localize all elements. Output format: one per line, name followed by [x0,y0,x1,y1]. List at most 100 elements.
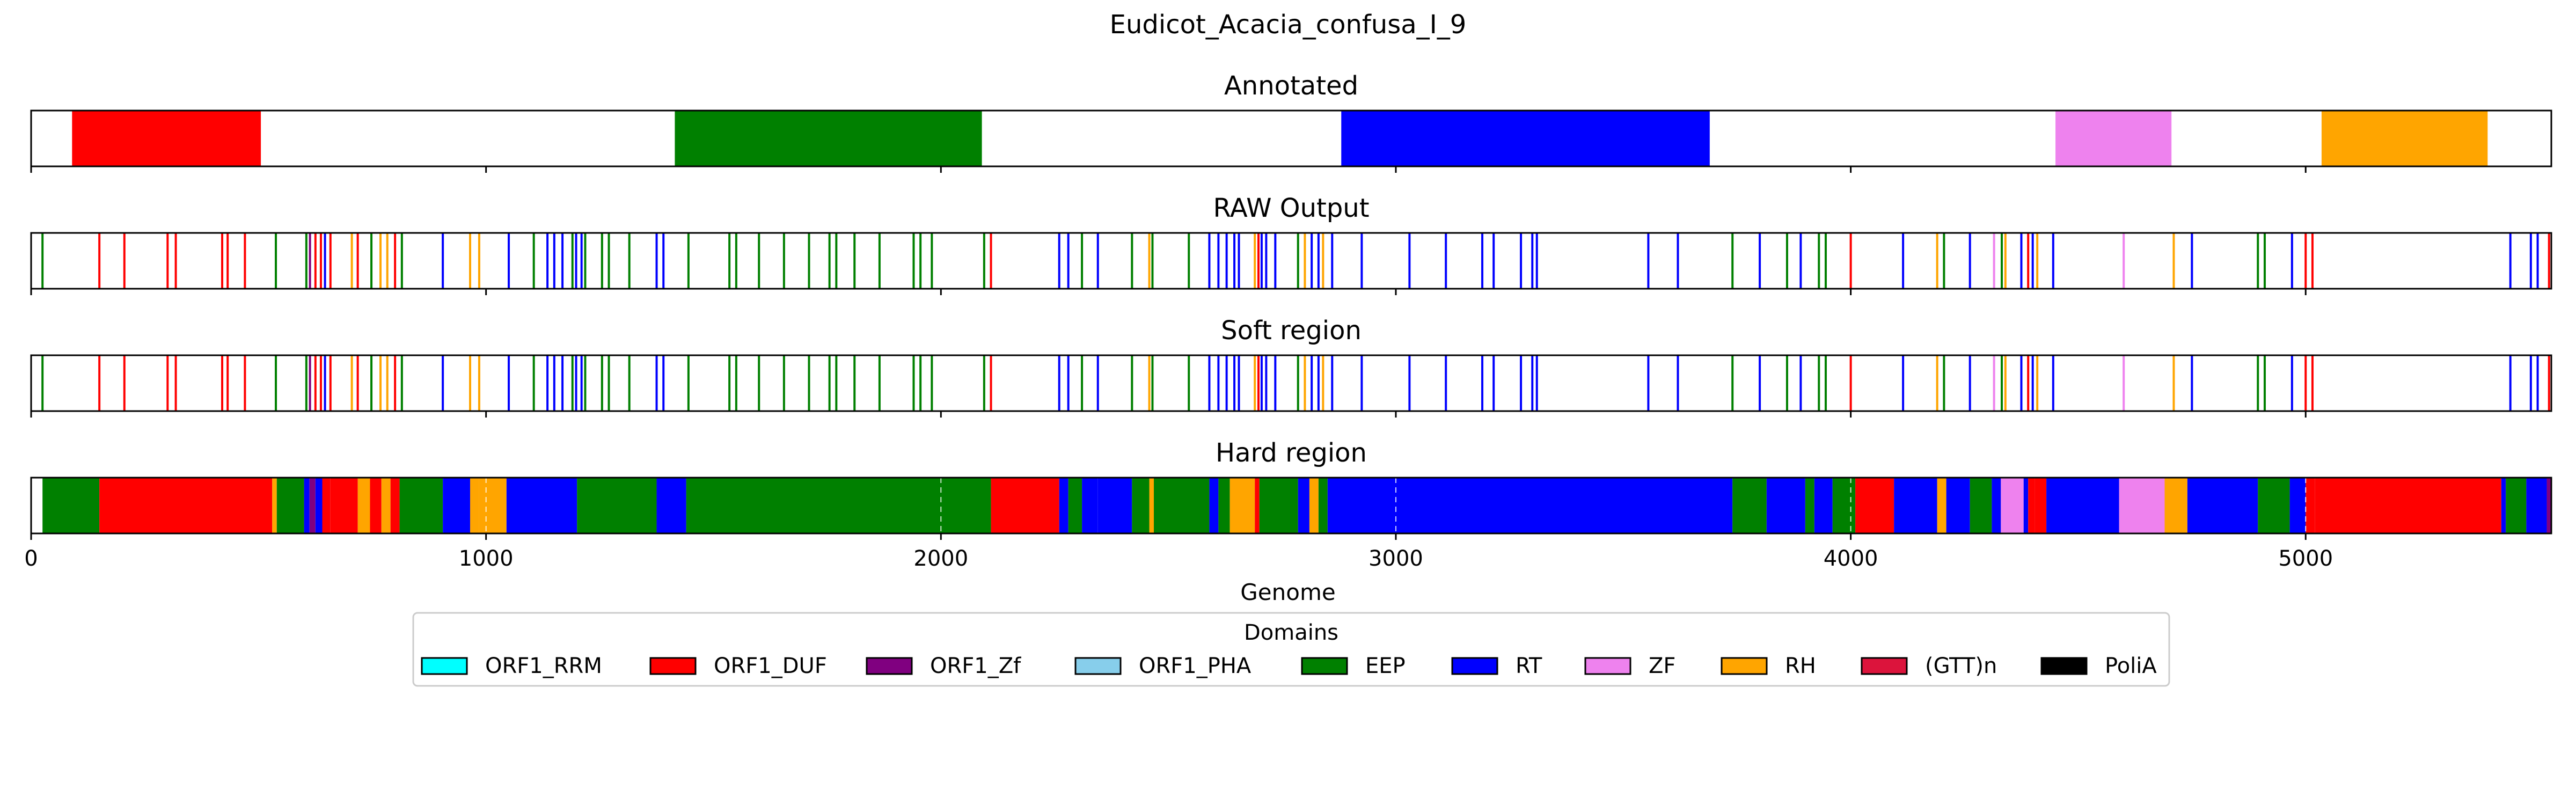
legend-label: RT [1516,654,1542,678]
track-title: Annotated [1224,71,1358,101]
domain-segment [322,478,331,533]
domain-segment [2315,478,2501,533]
domain-segment [2187,478,2258,533]
domain-segment [2258,478,2290,533]
domain-segment [2046,478,2119,533]
x-tick-label: 5000 [2278,546,2333,571]
legend-label: ORF1_RRM [485,654,602,678]
domain-segment [686,478,991,533]
legend-entry: (GTT)n [1861,654,1997,678]
domain-segment [1154,478,1210,533]
legend-label: EEP [1365,654,1406,678]
domain-segment [1209,478,1219,533]
legend-swatch [866,657,913,675]
track-frame [30,232,2552,290]
legend-entry: ORF1_Zf [866,654,1021,678]
legend-swatch [421,657,468,675]
domain-segment [2028,478,2035,533]
legend-label: ORF1_PHA [1139,654,1252,678]
domain-segment [2321,111,2488,166]
legend-label: ZF [1649,654,1675,678]
legend-label: PoliA [2105,654,2157,678]
domain-segment [577,478,657,533]
domain-segment [1946,478,1970,533]
domain-segment [1992,478,2001,533]
track-title: RAW Output [1213,193,1369,223]
legend-swatch [1584,657,1631,675]
domain-segment [1259,478,1298,533]
domain-segment [2055,111,2172,166]
domain-segment [991,478,1059,533]
domain-segment [1732,478,1767,533]
track-background [31,233,2551,289]
domain-segment [1230,478,1255,533]
legend-entry: RH [1721,654,1816,678]
domain-segment [2035,478,2047,533]
track-frame [30,477,2552,535]
domain-segment [72,111,261,166]
track-title: Soft region [1221,316,1362,346]
legend-swatch [1074,657,1122,675]
domain-segment [370,478,382,533]
x-tick-label: 4000 [1824,546,1878,571]
domain-segment [2306,478,2315,533]
x-axis: 0 1000 2000 3000 4000 5000 [24,546,2333,571]
legend-entry: PoliA [2040,654,2157,678]
track-frame [30,109,2552,167]
domain-segment [2501,478,2506,533]
domain-segment [1082,478,1098,533]
domain-segment [656,478,686,533]
domain-segment [330,478,358,533]
x-axis-label: Genome [1240,579,1335,605]
legend-label: ORF1_Zf [930,654,1021,678]
legend-entry: ORF1_RRM [421,654,602,678]
domain-segment [304,478,310,533]
domain-segment [1766,478,1805,533]
domain-segment [2506,478,2527,533]
tracks-area: Annotated RAW Output Soft region Hard regio… [30,71,2552,540]
domain-segment [1805,478,1814,533]
domain-segment [1937,478,1946,533]
domain-segment [1341,111,1710,166]
track-frame [30,354,2552,412]
legend-swatch [1451,657,1498,675]
track-4: Hard region [30,438,2552,540]
domain-segment [2526,478,2547,533]
track-3: Soft region [30,316,2552,418]
track-title: Hard region [1216,438,1367,468]
domain-segment [381,478,391,533]
domain-segment [2023,478,2029,533]
legend-swatch [1301,657,1348,675]
domain-segment [1068,478,1082,533]
x-tick-label: 1000 [459,546,514,571]
domain-segment [1970,478,1992,533]
legend-label: ORF1_DUF [714,654,827,678]
domain-segment [1309,478,1319,533]
domain-segment [479,478,507,533]
domain-segment [1894,478,1937,533]
legend-label: (GTT)n [1925,654,1997,678]
domain-segment [315,478,323,533]
domain-segment [1814,478,1833,533]
domain-segment [1059,478,1069,533]
domain-segment [1218,478,1230,533]
legend-swatch [2040,657,2088,675]
legend-entry: ZF [1584,654,1675,678]
domain-segment [399,478,443,533]
domain-segment [1327,478,1733,533]
track-background [31,111,2551,166]
legend-entry: RT [1451,654,1542,678]
legend-title: Domains [1244,620,1338,645]
domain-segment [1149,478,1154,533]
domain-segment [276,478,304,533]
domain-segment [99,478,273,533]
x-tick-label: 0 [24,546,38,571]
legend-entry: ORF1_DUF [649,654,827,678]
legend-swatch [1861,657,1908,675]
figure-title: Eudicot_Acacia_confusa_I_9 [1110,10,1467,40]
domain-segment [2289,478,2306,533]
domain-segment [2546,478,2551,533]
legend: Domains ORF1_RRM ORF1_DUF ORF1_Zf ORF1_PHA EE… [412,612,2170,687]
legend-swatch [649,657,697,675]
